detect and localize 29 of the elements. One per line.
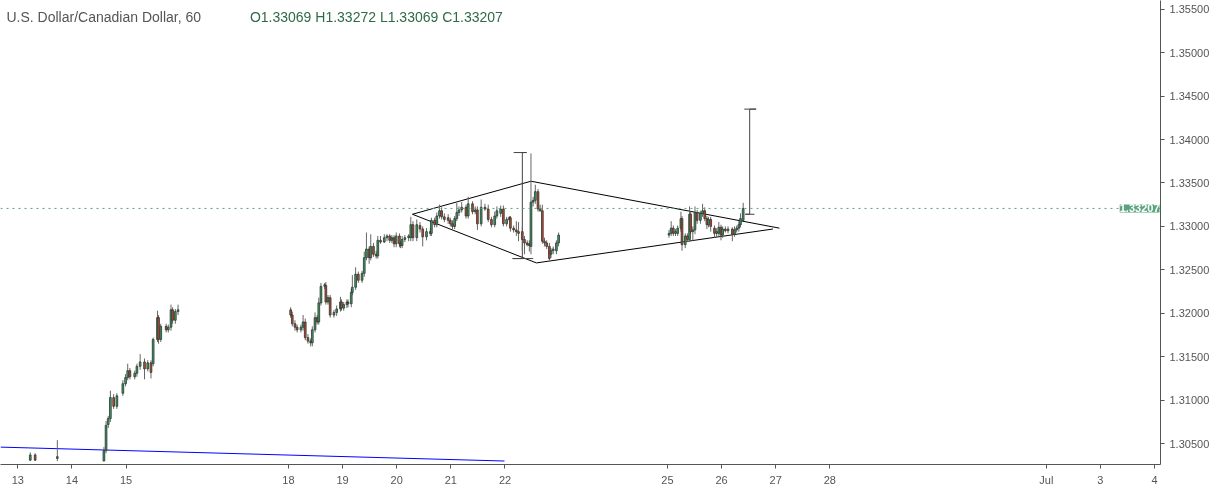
x-tick-label: Jul: [1039, 473, 1054, 486]
y-tick-label: 1.30500: [1169, 437, 1210, 450]
x-tick-label: 3: [1097, 473, 1104, 486]
y-tick-label: 1.31500: [1169, 350, 1210, 363]
x-tick-label: 25: [661, 473, 674, 486]
x-tick-label: 21: [444, 473, 457, 486]
x-tick-label: 27: [769, 473, 782, 486]
y-tick-label: 1.33500: [1169, 176, 1210, 189]
x-tick-label: 14: [65, 473, 79, 486]
x-tick-label: 15: [119, 473, 133, 486]
text: O1.33069 H1.33272 L1.33069 C1.33207: [249, 8, 504, 25]
x-tick-label: 4: [1151, 473, 1158, 486]
ref-line-label: 1.33207: [1119, 202, 1160, 215]
x-tick-label: 28: [823, 473, 836, 486]
x-tick-label: 26: [715, 473, 728, 486]
y-tick-label: 1.35000: [1169, 46, 1210, 59]
y-tick-label: 1.32500: [1169, 263, 1210, 276]
x-tick-label: 18: [282, 473, 295, 486]
x-tick-label: 22: [498, 473, 512, 486]
y-tick-label: 1.34000: [1169, 133, 1210, 146]
x-tick-label: 13: [11, 473, 24, 486]
y-tick-label: 1.35500: [1169, 3, 1210, 16]
y-tick-label: 1.32000: [1169, 307, 1210, 320]
text: U.S. Dollar/Canadian Dollar, 60: [6, 8, 202, 25]
x-tick-label: 20: [390, 473, 403, 486]
y-tick-label: 1.31000: [1169, 394, 1210, 407]
y-tick-label: 1.34500: [1169, 90, 1210, 103]
y-tick-label: 1.33000: [1169, 220, 1210, 233]
x-tick-label: 19: [336, 473, 349, 486]
